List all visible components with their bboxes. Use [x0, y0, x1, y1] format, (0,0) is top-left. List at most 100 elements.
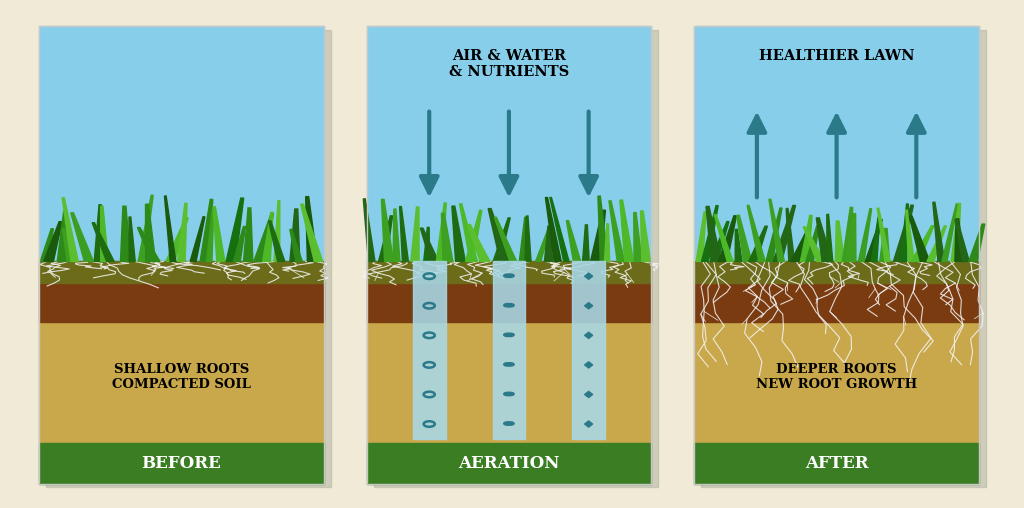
Bar	[701, 30, 986, 487]
Polygon shape	[609, 201, 625, 262]
Polygon shape	[213, 207, 225, 262]
Bar	[572, 262, 605, 439]
Polygon shape	[865, 219, 883, 262]
Polygon shape	[233, 227, 246, 262]
Polygon shape	[421, 228, 438, 262]
Polygon shape	[620, 200, 634, 262]
Polygon shape	[942, 204, 957, 262]
Bar	[39, 26, 324, 484]
Polygon shape	[880, 229, 890, 262]
Polygon shape	[933, 202, 945, 262]
Polygon shape	[550, 198, 569, 262]
Polygon shape	[786, 208, 795, 262]
Polygon shape	[129, 217, 135, 262]
Polygon shape	[138, 196, 154, 262]
Polygon shape	[826, 214, 833, 262]
Polygon shape	[460, 204, 477, 262]
Polygon shape	[519, 217, 527, 262]
Polygon shape	[566, 220, 581, 262]
Polygon shape	[846, 214, 856, 262]
Polygon shape	[57, 212, 67, 262]
Polygon shape	[878, 208, 890, 262]
Polygon shape	[44, 221, 62, 262]
Polygon shape	[381, 200, 393, 262]
Polygon shape	[634, 213, 642, 262]
Polygon shape	[504, 422, 514, 425]
Polygon shape	[585, 421, 593, 427]
Bar	[694, 322, 979, 443]
Polygon shape	[94, 205, 102, 262]
Polygon shape	[393, 209, 400, 262]
Polygon shape	[262, 212, 273, 262]
Polygon shape	[145, 204, 156, 262]
Bar	[374, 30, 658, 487]
Polygon shape	[585, 362, 593, 368]
Polygon shape	[525, 216, 531, 262]
Text: AFTER: AFTER	[805, 455, 868, 472]
Polygon shape	[379, 216, 392, 262]
Bar	[367, 322, 651, 443]
Polygon shape	[583, 225, 589, 262]
Polygon shape	[791, 227, 811, 262]
Polygon shape	[254, 214, 273, 262]
Bar	[39, 443, 324, 484]
Polygon shape	[424, 227, 429, 262]
Polygon shape	[696, 212, 707, 262]
Bar	[694, 26, 979, 484]
Polygon shape	[137, 228, 160, 262]
Polygon shape	[494, 218, 510, 262]
Bar	[694, 283, 979, 322]
Polygon shape	[969, 224, 985, 262]
Polygon shape	[735, 230, 742, 262]
Polygon shape	[806, 226, 819, 262]
Polygon shape	[585, 273, 593, 279]
Polygon shape	[364, 199, 375, 262]
Text: AIR & WATER
& NUTRIENTS: AIR & WATER & NUTRIENTS	[449, 49, 569, 79]
Polygon shape	[801, 215, 812, 262]
Polygon shape	[121, 206, 131, 262]
Polygon shape	[165, 196, 176, 262]
Bar	[46, 30, 331, 487]
Polygon shape	[545, 226, 553, 262]
Polygon shape	[207, 212, 214, 262]
Bar	[367, 283, 651, 322]
Polygon shape	[62, 198, 78, 262]
Polygon shape	[954, 219, 964, 262]
Polygon shape	[714, 214, 733, 262]
Polygon shape	[504, 274, 514, 277]
Polygon shape	[290, 230, 302, 262]
Bar	[493, 262, 525, 439]
Polygon shape	[711, 221, 729, 262]
Polygon shape	[466, 210, 482, 262]
Text: HEALTHIER LAWN: HEALTHIER LAWN	[759, 49, 914, 64]
Polygon shape	[803, 227, 824, 262]
Polygon shape	[290, 209, 300, 262]
Polygon shape	[836, 221, 845, 262]
Polygon shape	[911, 226, 934, 262]
Polygon shape	[166, 218, 188, 262]
Polygon shape	[706, 206, 721, 262]
Polygon shape	[585, 303, 593, 309]
Polygon shape	[452, 206, 465, 262]
Polygon shape	[301, 204, 323, 262]
Bar	[367, 443, 651, 484]
Polygon shape	[226, 198, 244, 262]
Text: DEEPER ROOTS
NEW ROOT GROWTH: DEEPER ROOTS NEW ROOT GROWTH	[756, 363, 918, 391]
Polygon shape	[274, 201, 280, 262]
Polygon shape	[701, 206, 718, 262]
Polygon shape	[411, 207, 419, 262]
Polygon shape	[901, 204, 908, 262]
Bar	[39, 262, 324, 283]
Polygon shape	[604, 224, 609, 262]
Polygon shape	[504, 333, 514, 336]
Polygon shape	[546, 198, 561, 262]
Bar	[39, 26, 324, 262]
Polygon shape	[436, 203, 446, 262]
Polygon shape	[399, 207, 409, 262]
Polygon shape	[719, 216, 736, 262]
Polygon shape	[641, 211, 650, 262]
Bar	[367, 26, 651, 484]
Polygon shape	[905, 210, 914, 262]
Polygon shape	[504, 304, 514, 307]
Polygon shape	[62, 229, 73, 262]
